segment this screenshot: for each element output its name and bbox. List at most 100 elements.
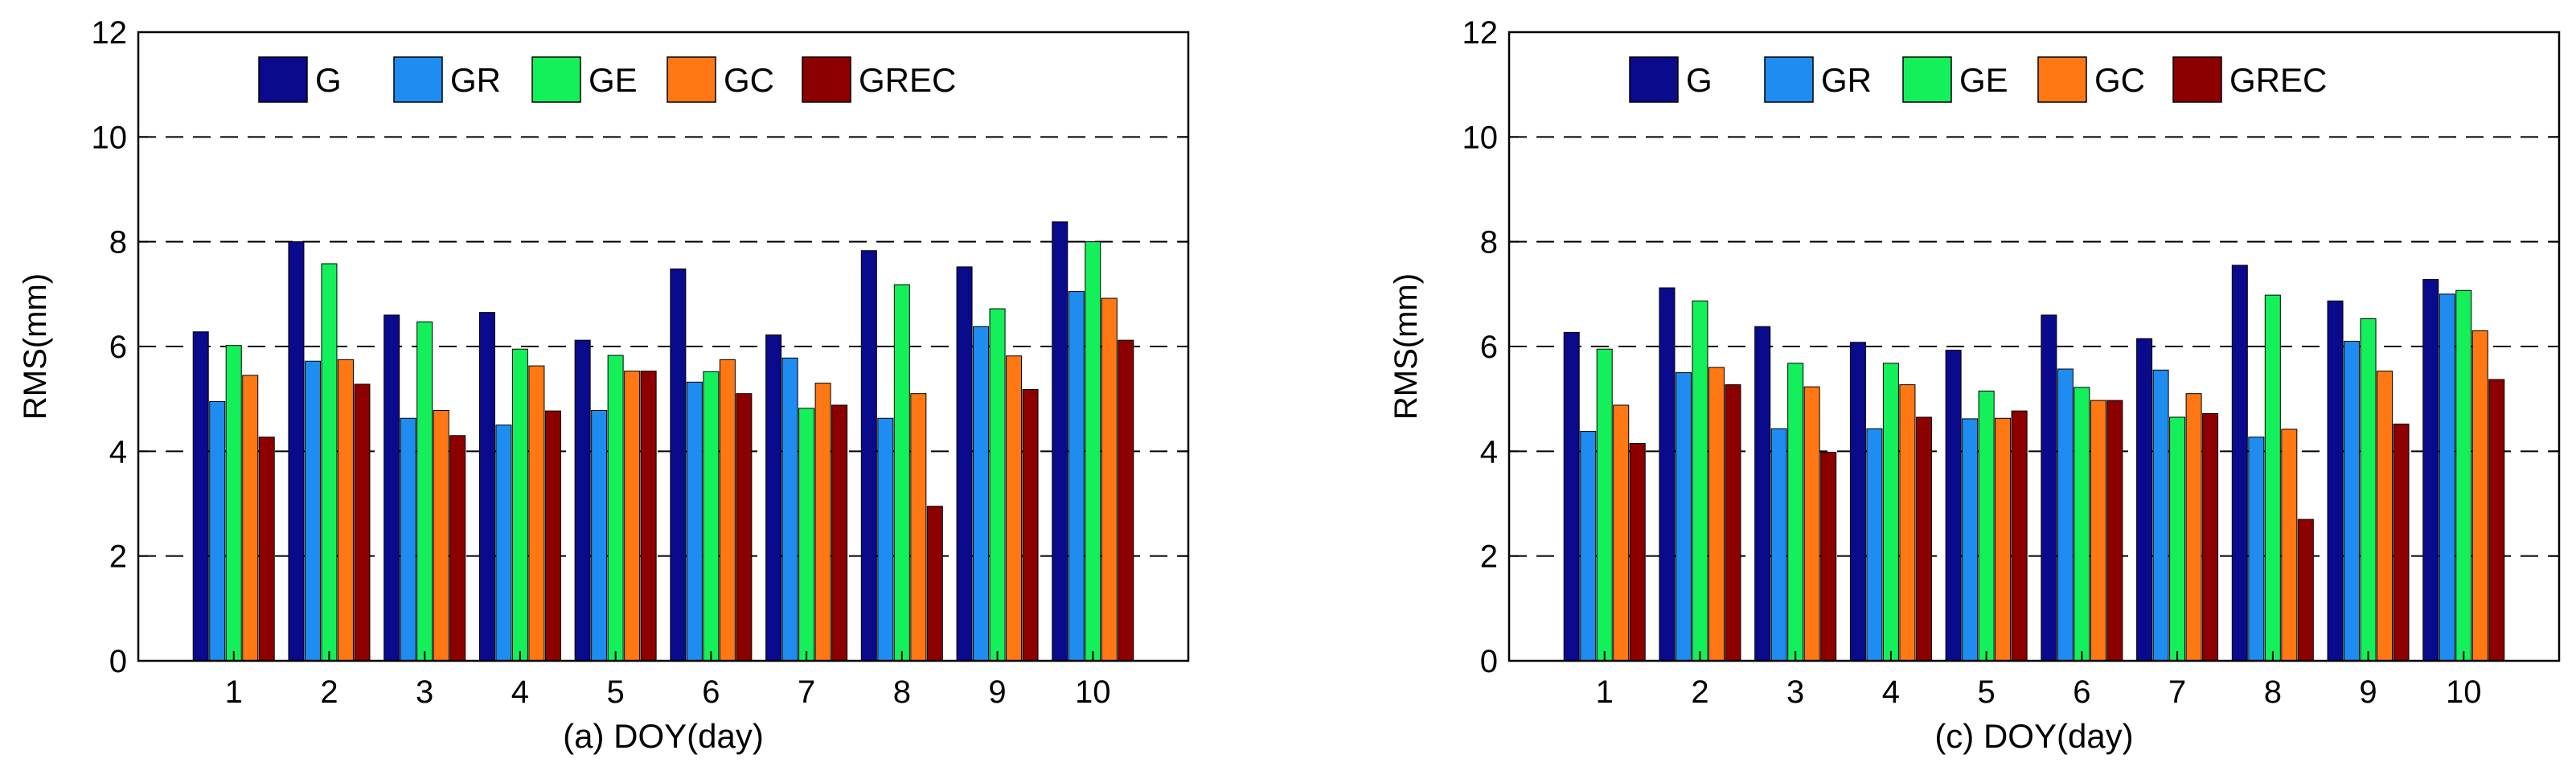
bar-grec-doy-6 (736, 393, 753, 662)
legend-label-gr: GR (450, 61, 501, 99)
axes-frame (1507, 31, 2561, 662)
bar-gr-doy-3 (400, 417, 416, 662)
bar-g-doy-10 (2422, 279, 2439, 662)
bar-g-doy-10 (1052, 221, 1069, 662)
y-tick-label: 12 (1462, 15, 1499, 51)
bar-gr-doy-6 (686, 381, 703, 662)
bar-grec-doy-8 (926, 506, 943, 662)
y-axis-label: RMS(mm) (1388, 273, 1424, 420)
bar-g-doy-1 (1563, 331, 1580, 662)
y-tick-label: 2 (109, 539, 127, 575)
bar-gr-doy-1 (1580, 431, 1597, 662)
bar-grec-doy-3 (449, 435, 466, 662)
bar-gc-doy-5 (624, 371, 641, 662)
y-tick-label: 8 (109, 225, 127, 260)
x-tick-label: 1 (1596, 674, 1614, 710)
x-tick-label: 5 (1978, 674, 1996, 710)
x-tick-label: 4 (511, 674, 529, 710)
bar-gc-doy-1 (1613, 404, 1630, 662)
bar-ge-doy-10 (2455, 289, 2472, 662)
legend-swatch-grec (2172, 56, 2222, 103)
bar-g-doy-4 (478, 312, 495, 662)
x-tick-label: 8 (893, 674, 911, 710)
x-axis-caption: (c) DOY(day) (1934, 717, 2133, 755)
bar-gr-doy-10 (1068, 291, 1085, 662)
bar-gr-doy-2 (1675, 372, 1692, 662)
bar-gc-doy-10 (2471, 330, 2488, 662)
bar-gc-doy-8 (910, 393, 927, 662)
bar-g-doy-7 (2136, 338, 2153, 662)
legend-label-gc: GC (724, 61, 774, 99)
legend-swatch-ge (1902, 56, 1952, 103)
bar-g-doy-4 (1849, 342, 1866, 662)
bar-ge-doy-8 (2264, 294, 2281, 662)
bar-g-doy-2 (288, 241, 305, 662)
bar-ge-doy-7 (2169, 416, 2186, 662)
bar-g-doy-2 (1659, 287, 1676, 662)
bar-gr-doy-4 (1866, 428, 1883, 662)
bar-ge-doy-6 (703, 371, 720, 662)
bar-ge-doy-4 (1882, 363, 1899, 662)
legend-swatch-gc (667, 56, 716, 103)
bar-gc-doy-1 (242, 375, 259, 662)
y-tick-label: 8 (1480, 225, 1498, 260)
bar-g-doy-3 (1754, 326, 1771, 662)
bar-grec-doy-4 (544, 410, 561, 662)
bar-ge-doy-2 (1692, 300, 1708, 662)
y-tick-label: 0 (109, 644, 127, 679)
bar-gc-doy-7 (2185, 393, 2202, 662)
bar-grec-doy-7 (831, 404, 848, 662)
bar-g-doy-6 (2041, 314, 2057, 662)
bar-grec-doy-9 (1022, 388, 1039, 662)
bar-ge-doy-8 (893, 284, 910, 662)
bar-grec-doy-6 (2106, 400, 2123, 662)
y-tick-label: 10 (1462, 120, 1499, 155)
bar-g-doy-9 (2327, 300, 2344, 662)
bar-gr-doy-1 (209, 400, 226, 662)
x-tick-label: 7 (2168, 674, 2186, 710)
bar-g-doy-3 (384, 314, 400, 662)
x-tick-label: 1 (225, 674, 243, 710)
bar-grec-doy-3 (1820, 452, 1837, 662)
bar-ge-doy-10 (1085, 241, 1101, 662)
bar-gr-doy-8 (877, 417, 894, 662)
bar-gc-doy-3 (433, 410, 449, 662)
bar-gc-doy-3 (1803, 386, 1820, 662)
bar-gr-doy-6 (2057, 368, 2074, 662)
bar-gc-doy-2 (337, 359, 354, 662)
bar-gr-doy-9 (973, 326, 990, 662)
bar-gr-doy-2 (304, 360, 321, 662)
bar-gc-doy-10 (1101, 297, 1118, 662)
bar-g-doy-5 (1945, 350, 1962, 662)
bar-gr-doy-7 (2152, 369, 2169, 662)
legend-swatch-gc (2037, 56, 2087, 103)
legend-label-grec: GREC (2229, 61, 2327, 99)
legend-label-g: G (1686, 61, 1713, 99)
bar-ge-doy-1 (225, 345, 242, 662)
bar-ge-doy-5 (607, 355, 624, 662)
x-tick-label: 5 (607, 674, 625, 710)
bar-gc-doy-5 (1995, 417, 2012, 662)
legend-label-gc: GC (2094, 61, 2145, 99)
bar-gc-doy-8 (2281, 428, 2298, 662)
bar-gr-doy-4 (495, 424, 512, 662)
bar-ge-doy-1 (1596, 348, 1613, 662)
bar-ge-doy-4 (511, 348, 528, 662)
legend-swatch-ge (531, 56, 581, 103)
legend-label-ge: GE (1959, 61, 2008, 99)
bar-g-doy-7 (765, 334, 782, 662)
bar-grec-doy-8 (2297, 519, 2314, 662)
bar-grec-doy-2 (1725, 384, 1741, 662)
bar-grec-doy-2 (354, 383, 371, 662)
axes-frame (137, 31, 1190, 662)
x-axis-caption: (a) DOY(day) (563, 717, 764, 755)
bar-gc-doy-4 (1899, 384, 1916, 662)
legend-swatch-grec (802, 56, 851, 103)
bar-grec-doy-1 (1629, 443, 1646, 662)
y-tick-label: 10 (92, 120, 128, 155)
bar-gc-doy-4 (528, 365, 545, 662)
bar-ge-doy-7 (798, 408, 815, 662)
bar-ge-doy-5 (1978, 390, 1995, 662)
